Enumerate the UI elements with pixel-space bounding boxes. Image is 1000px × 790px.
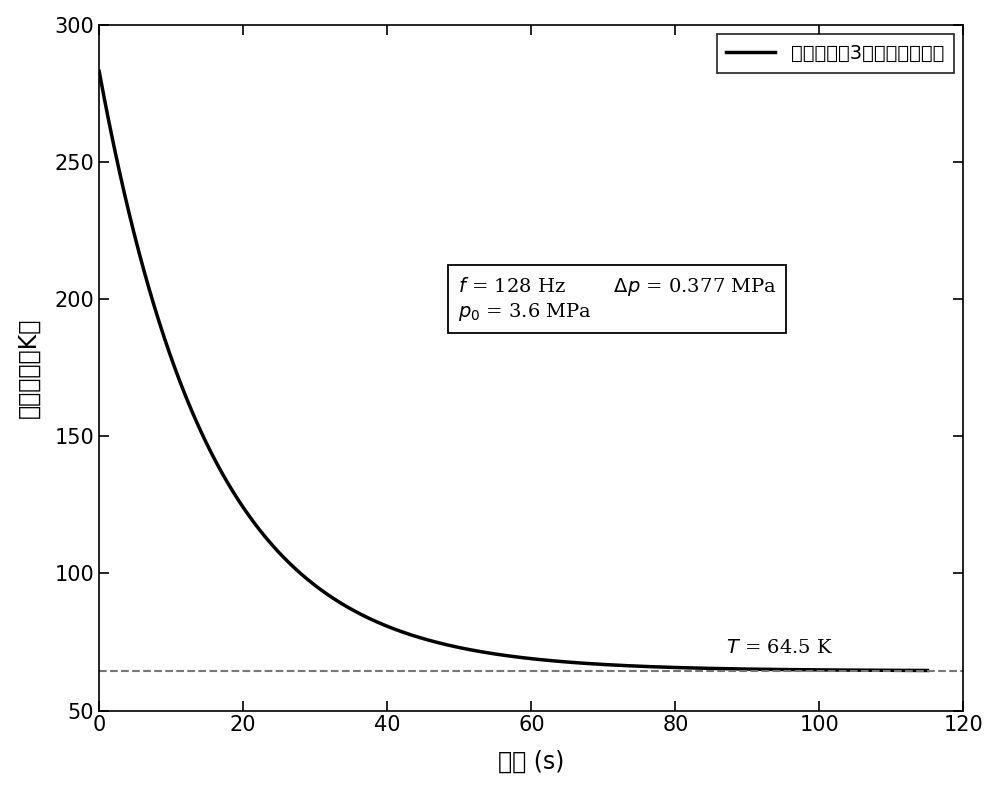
- Y-axis label: 冷端温度（K）: 冷端温度（K）: [17, 318, 41, 418]
- X-axis label: 时间 (s): 时间 (s): [498, 750, 564, 773]
- Text: $f$ = 128 Hz        $\Delta p$ = 0.377 MPa
$p_0$ = 3.6 MPa: $f$ = 128 Hz $\Delta p$ = 0.377 MPa $p_0…: [458, 275, 777, 323]
- Legend: 冷端换热器3外表面平均温度: 冷端换热器3外表面平均温度: [717, 35, 954, 73]
- Text: $T$ = 64.5 K: $T$ = 64.5 K: [726, 639, 833, 657]
